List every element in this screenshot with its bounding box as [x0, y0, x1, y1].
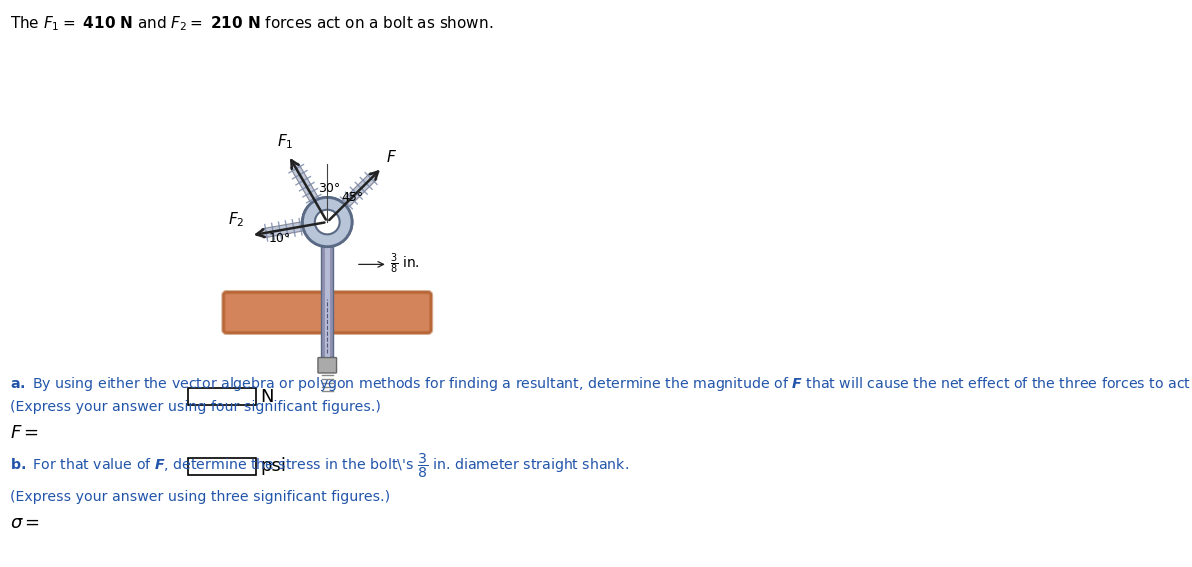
Bar — [321, 210, 334, 357]
Text: $F_2$: $F_2$ — [229, 210, 244, 229]
Text: $F$: $F$ — [386, 149, 397, 164]
Bar — [188, 458, 256, 475]
Polygon shape — [261, 218, 328, 238]
Text: The $F_1 = $ $\mathbf{410\ N}$ and $F_2 = $ $\mathbf{210\ N}$ forces act on a bo: The $F_1 = $ $\mathbf{410\ N}$ and $F_2 … — [10, 14, 493, 33]
Circle shape — [315, 210, 340, 234]
Polygon shape — [324, 172, 377, 225]
Text: 45°: 45° — [341, 191, 364, 204]
Text: $\mathbf{b.}$ For that value of $\boldsymbol{F}$, determine the stress in the bo: $\mathbf{b.}$ For that value of $\boldsy… — [10, 452, 629, 480]
Text: 10°: 10° — [269, 232, 291, 246]
Bar — [325, 210, 329, 357]
Text: $\frac{3}{8}$ in.: $\frac{3}{8}$ in. — [390, 251, 420, 276]
Text: psi: psi — [261, 457, 286, 475]
Text: $F_1$: $F_1$ — [278, 132, 293, 151]
Polygon shape — [291, 163, 331, 225]
FancyBboxPatch shape — [223, 292, 432, 333]
Text: $F = $: $F = $ — [10, 424, 39, 442]
Bar — [188, 388, 256, 405]
Circle shape — [303, 197, 352, 247]
Text: (Express your answer using four significant figures.): (Express your answer using four signific… — [10, 400, 381, 414]
FancyBboxPatch shape — [318, 358, 336, 373]
Text: (Express your answer using three significant figures.): (Express your answer using three signifi… — [10, 490, 390, 504]
Circle shape — [305, 201, 349, 244]
Text: $\mathbf{a.}$ By using either the vector algebra or polygon methods for finding : $\mathbf{a.}$ By using either the vector… — [10, 375, 1192, 393]
Text: N: N — [261, 388, 274, 406]
Text: $\sigma = $: $\sigma = $ — [10, 514, 41, 532]
Text: 30°: 30° — [318, 181, 340, 194]
Circle shape — [303, 197, 352, 247]
Circle shape — [315, 210, 340, 234]
